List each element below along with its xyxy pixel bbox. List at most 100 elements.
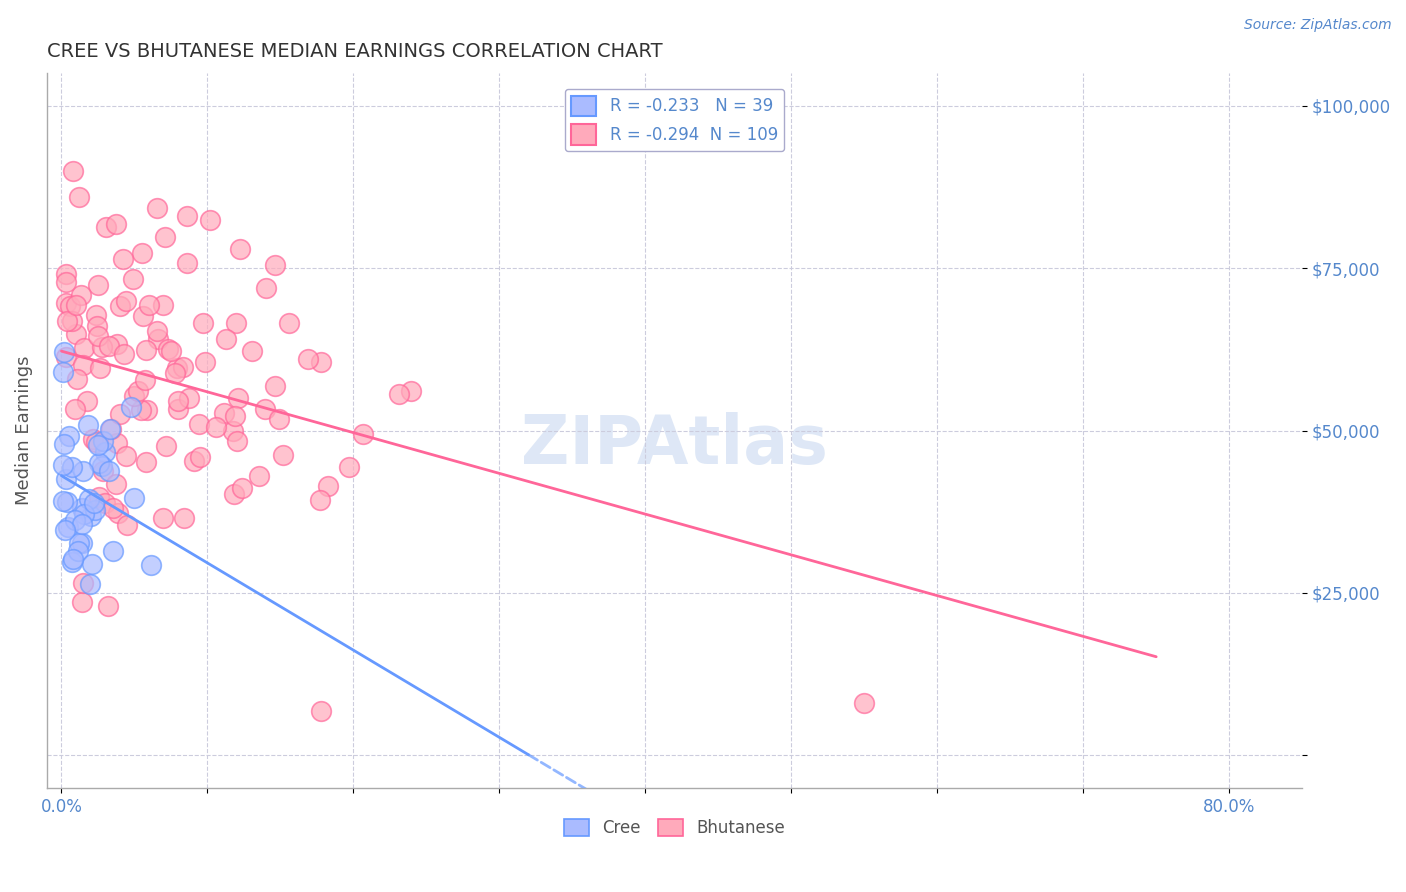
Point [111, 252, 134, 266]
Point [83, 496, 105, 510]
Point [156, 342, 179, 356]
Point [278, 316, 301, 330]
Point [152, 511, 174, 525]
Point [176, 209, 198, 223]
Point [91, 464, 114, 478]
Point [159, 343, 181, 358]
Point [72, 536, 94, 550]
Point [264, 258, 287, 272]
Point [176, 256, 198, 270]
Point [77, 417, 100, 432]
Point [122, 272, 145, 286]
Point [198, 212, 221, 227]
Legend: Cree, Bhutanese: Cree, Bhutanese [558, 813, 792, 844]
Point [60, 555, 83, 569]
Point [70, 595, 93, 609]
Point [193, 316, 215, 330]
Point [127, 384, 149, 399]
Point [226, 392, 249, 406]
Point [309, 355, 332, 369]
Point [72, 358, 94, 372]
Point [90, 458, 112, 473]
Point [94, 496, 117, 510]
Point [56, 314, 79, 328]
Point [63, 401, 86, 416]
Point [67, 544, 90, 558]
Point [124, 491, 146, 505]
Point [122, 389, 145, 403]
Point [271, 448, 294, 462]
Point [145, 202, 167, 216]
Point [114, 293, 136, 308]
Point [205, 419, 228, 434]
Point [135, 343, 157, 357]
Point [132, 310, 155, 324]
Point [112, 347, 135, 361]
Point [267, 412, 290, 426]
Point [163, 366, 186, 380]
Point [108, 407, 131, 421]
Point [80, 509, 103, 524]
Point [263, 379, 285, 393]
Point [56, 520, 79, 534]
Point [65, 326, 87, 341]
Point [153, 230, 176, 244]
Point [316, 479, 339, 493]
Point [194, 355, 217, 369]
Point [183, 454, 205, 468]
Point [254, 280, 277, 294]
Point [89, 361, 111, 376]
Point [98, 464, 121, 478]
Point [853, 697, 876, 711]
Point [55, 275, 77, 289]
Point [172, 359, 194, 374]
Point [215, 332, 238, 346]
Point [139, 558, 162, 573]
Text: ZIPAtlas: ZIPAtlas [522, 412, 828, 478]
Point [67, 190, 90, 204]
Point [73, 341, 96, 355]
Point [129, 402, 152, 417]
Point [247, 469, 270, 483]
Point [58, 429, 80, 443]
Point [226, 434, 249, 449]
Point [254, 401, 277, 416]
Point [52, 458, 75, 472]
Point [87, 491, 110, 505]
Point [90, 340, 112, 354]
Point [229, 242, 252, 256]
Point [72, 576, 94, 591]
Point [82, 557, 104, 571]
Point [59, 300, 82, 314]
Point [56, 495, 79, 509]
Point [138, 298, 160, 312]
Point [309, 704, 332, 718]
Point [131, 246, 153, 260]
Point [187, 417, 209, 431]
Point [84, 503, 107, 517]
Text: Source: ZipAtlas.com: Source: ZipAtlas.com [1244, 18, 1392, 32]
Point [240, 343, 263, 358]
Point [65, 372, 87, 386]
Point [145, 324, 167, 338]
Point [97, 339, 120, 353]
Point [135, 455, 157, 469]
Point [388, 386, 411, 401]
Y-axis label: Median Earnings: Median Earnings [15, 356, 32, 506]
Point [65, 297, 87, 311]
Point [62, 164, 84, 178]
Point [55, 295, 77, 310]
Point [352, 426, 374, 441]
Point [337, 460, 360, 475]
Point [53, 523, 76, 537]
Point [166, 361, 188, 376]
Text: CREE VS BHUTANESE MEDIAN EARNINGS CORRELATION CHART: CREE VS BHUTANESE MEDIAN EARNINGS CORREL… [46, 42, 662, 61]
Point [297, 351, 319, 366]
Point [60, 314, 83, 328]
Point [70, 287, 93, 301]
Point [93, 445, 115, 459]
Point [87, 278, 110, 293]
Point [55, 267, 77, 281]
Point [86, 434, 108, 449]
Point [152, 298, 174, 312]
